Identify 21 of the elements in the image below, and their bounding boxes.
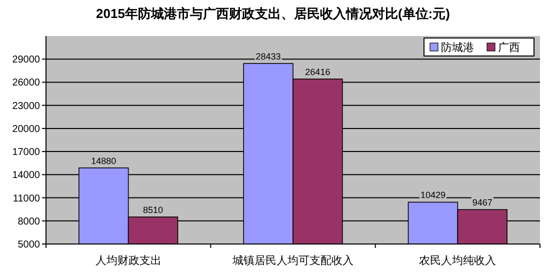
legend-label: 防城港 <box>441 41 474 54</box>
legend-label: 广西 <box>498 41 520 54</box>
x-tick-label: 城镇居民人均可支配收入 <box>232 254 354 267</box>
y-tick-label: 23000 <box>12 100 40 112</box>
y-tick-label: 29000 <box>12 54 40 66</box>
data-label: 14880 <box>91 156 116 166</box>
y-tick-label: 17000 <box>12 147 40 158</box>
y-tick-label: 14000 <box>12 170 40 182</box>
data-label: 8510 <box>143 204 164 215</box>
data-label: 10429 <box>420 190 446 200</box>
data-label: 9467 <box>472 198 492 208</box>
y-tick-label: 20000 <box>12 124 40 135</box>
data-label: 26416 <box>305 67 330 78</box>
y-tick-label: 11000 <box>12 193 40 204</box>
y-tick-label: 8000 <box>18 216 40 228</box>
y-tick-label: 26000 <box>12 78 40 89</box>
data-label: 28433 <box>256 51 281 62</box>
x-tick-label: 人均财政支出 <box>95 254 162 267</box>
y-tick-label: 5000 <box>18 240 40 250</box>
x-tick-label: 农民人均纯收入 <box>419 254 496 267</box>
chart-title: 2015年防城港市与广西财政支出、居民收入情况对比(单位:元) <box>96 6 450 21</box>
